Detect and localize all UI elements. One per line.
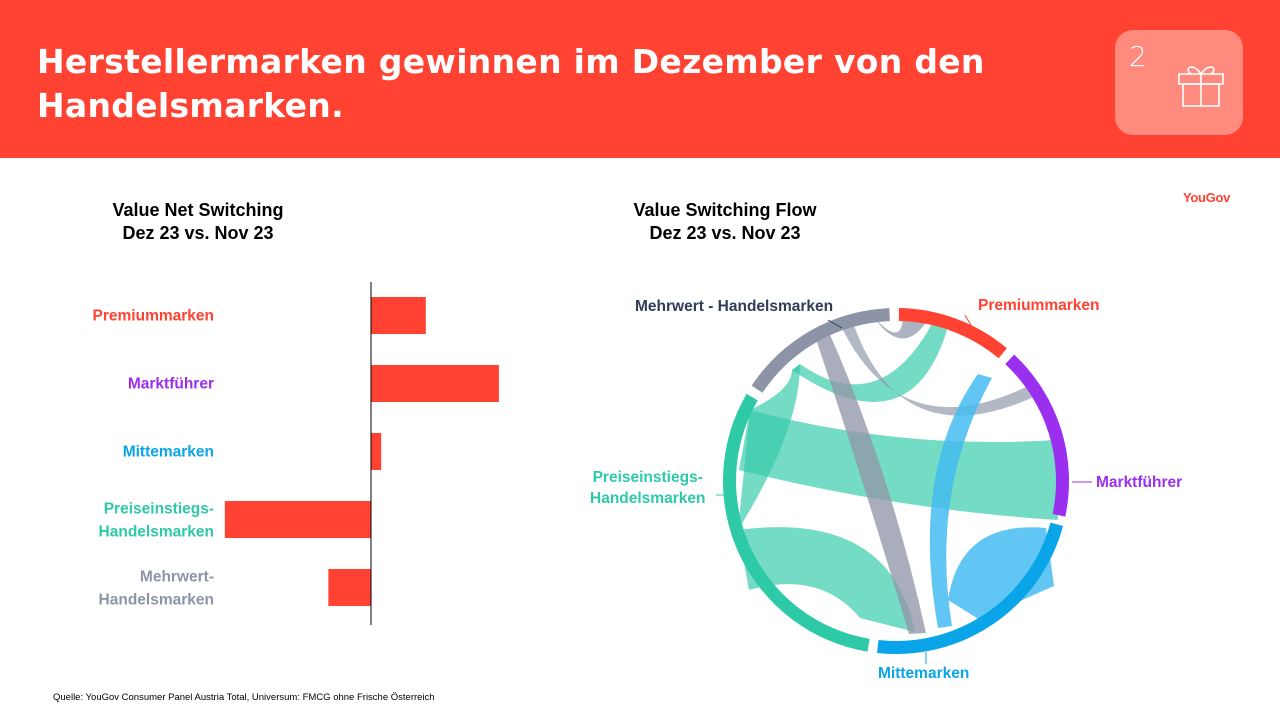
- bar-category-label: Preiseinstiegs-: [104, 501, 214, 518]
- chord-arc-5: [751, 308, 890, 393]
- ribbon-mehrwert-mitte: [815, 330, 926, 634]
- bar-category-label: Handelsmarken: [99, 592, 214, 609]
- bar-category-label: Mehrwert-: [140, 569, 214, 586]
- chord-ribbons: [738, 314, 1058, 634]
- header-banner: Herstellermarken gewinnen im Dezember vo…: [0, 0, 1280, 158]
- net-switching-bar-chart: Premiummarken Marktführer Mittemarken Preis…: [93, 282, 499, 625]
- bar-category-label: Mittemarken: [123, 444, 214, 461]
- bar-category-label: Premiummarken: [93, 308, 214, 325]
- bar-chart-subtitle: Dez 23 vs. Nov 23: [122, 223, 274, 243]
- switching-flow-chord-chart: Mehrwert - Handelsmarken Premiummarken M…: [560, 270, 1220, 695]
- chord-label-preiseinstieg-line1: Preiseinstiegs-: [592, 469, 703, 486]
- bar-chart-title-line: Value Net Switching: [112, 200, 284, 220]
- bar-5: [328, 569, 371, 606]
- chord-label-premium: Premiummarken: [978, 297, 1100, 314]
- chord-label-preiseinstieg: Preiseinstiegs- Handelsmarken: [590, 467, 705, 509]
- bar-3: [371, 433, 382, 470]
- chord-arc-4: [723, 393, 870, 652]
- bar-category-label: Marktführer: [128, 376, 214, 393]
- chord-label-preiseinstieg-line2: Handelsmarken: [590, 490, 706, 507]
- chord-label-leader: [827, 319, 843, 329]
- ribbon-preiseinstieg-mitte: [738, 527, 915, 632]
- chord-arc-2: [1005, 354, 1069, 517]
- chord-arcs: [723, 308, 1069, 654]
- ribbon-mitte-premium: [929, 374, 992, 628]
- bar-4: [224, 501, 371, 538]
- chord-label-mitte: Mittemarken: [878, 665, 970, 682]
- gift-icon: [1178, 66, 1224, 107]
- page-title: Herstellermarken gewinnen im Dezember vo…: [37, 42, 985, 125]
- bar-chart-title: Value Net Switching Dez 23 vs. Nov 23: [78, 199, 318, 245]
- chord-chart-title-line: Value Switching Flow: [633, 200, 817, 220]
- chord-label-leader: [964, 314, 973, 328]
- chord-label-mehrwert: Mehrwert - Handelsmarken: [635, 298, 834, 315]
- page-number: 2: [1129, 40, 1147, 73]
- chord-arc-3: [877, 522, 1064, 654]
- bar-1: [371, 297, 426, 334]
- chord-chart-subtitle: Dez 23 vs. Nov 23: [649, 223, 801, 243]
- chord-chart-title: Value Switching Flow Dez 23 vs. Nov 23: [600, 199, 850, 245]
- chord-diagram: [716, 308, 1092, 664]
- source-note: Quelle: YouGov Consumer Panel Austria To…: [53, 692, 435, 703]
- chord-arc-1: [898, 308, 1007, 359]
- chord-label-marktfuehrer: Marktführer: [1096, 474, 1183, 491]
- yougov-logo: YouGov: [1183, 190, 1231, 205]
- bar-2: [371, 365, 499, 402]
- ribbon-mitte-marktfuehrer: [948, 527, 1054, 620]
- ribbon-preiseinstieg-self: [738, 364, 800, 530]
- ribbon-preiseinstieg-marktfuehrer: [739, 410, 1058, 520]
- bar-category-label: Handelsmarken: [99, 524, 214, 541]
- page-badge: 2: [1115, 30, 1243, 135]
